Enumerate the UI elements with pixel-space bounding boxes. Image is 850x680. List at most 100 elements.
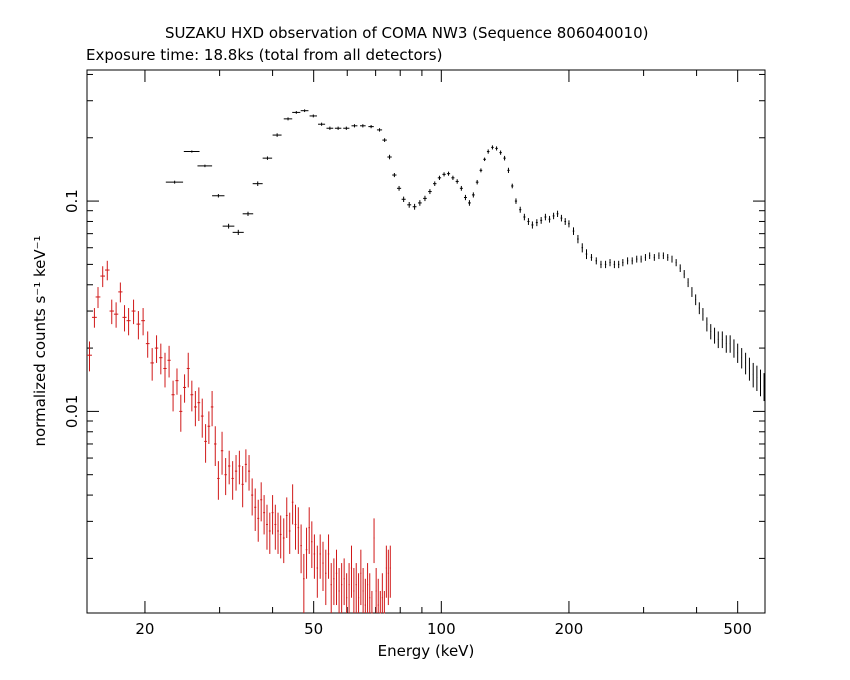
data-point xyxy=(251,478,254,516)
data-point xyxy=(600,260,602,269)
axis-ticks xyxy=(87,70,765,613)
data-point xyxy=(197,164,213,168)
data-point xyxy=(604,260,607,269)
data-point xyxy=(346,573,348,613)
y-tick-label: 0.1 xyxy=(63,189,81,213)
data-point xyxy=(305,527,308,579)
data-point xyxy=(186,352,190,388)
data-point xyxy=(109,299,114,325)
series-1 xyxy=(87,260,391,614)
data-point xyxy=(675,259,677,267)
data-point xyxy=(183,150,200,153)
data-point xyxy=(292,111,301,114)
data-point xyxy=(631,257,633,265)
x-tick-label: 200 xyxy=(555,620,584,638)
series-0 xyxy=(165,109,765,402)
data-point xyxy=(368,125,374,129)
data-point xyxy=(613,260,616,269)
data-point xyxy=(679,264,681,273)
data-point xyxy=(401,196,406,202)
data-point xyxy=(507,167,510,173)
data-point xyxy=(552,212,555,220)
data-point xyxy=(362,568,364,613)
data-point xyxy=(150,348,154,381)
data-point xyxy=(483,157,486,162)
data-point xyxy=(717,331,719,349)
data-point xyxy=(706,317,708,332)
data-point xyxy=(283,117,293,121)
data-point xyxy=(113,302,119,328)
data-point xyxy=(383,590,385,614)
data-point xyxy=(437,175,442,180)
data-point xyxy=(752,362,754,388)
data-point xyxy=(385,545,387,598)
data-point xyxy=(468,200,471,206)
data-point xyxy=(232,229,244,235)
data-point xyxy=(499,150,502,155)
data-point xyxy=(377,578,379,613)
data-point xyxy=(297,507,300,554)
data-point xyxy=(714,327,716,344)
data-point xyxy=(519,206,522,213)
x-tick-label: 500 xyxy=(723,620,752,638)
data-point xyxy=(658,252,660,260)
data-point xyxy=(725,335,727,353)
data-point xyxy=(618,260,620,269)
data-point xyxy=(535,219,538,227)
data-point xyxy=(95,287,101,309)
data-point xyxy=(653,254,655,261)
data-point xyxy=(350,545,353,598)
chart-subtitle: Exposure time: 18.8ks (total from all de… xyxy=(86,46,442,64)
data-point xyxy=(671,255,673,263)
data-point xyxy=(268,512,271,554)
data-point xyxy=(351,124,358,128)
data-point xyxy=(626,257,629,265)
data-point xyxy=(560,214,563,222)
data-point xyxy=(222,223,235,229)
data-point xyxy=(224,458,227,496)
data-point xyxy=(282,518,285,564)
data-point xyxy=(396,185,402,191)
data-point xyxy=(318,122,326,126)
data-point xyxy=(702,308,704,321)
data-point xyxy=(527,218,530,225)
data-point xyxy=(175,368,179,395)
data-point xyxy=(577,234,579,244)
data-point xyxy=(126,308,131,336)
data-point xyxy=(733,339,735,358)
data-point xyxy=(544,213,547,221)
data-point xyxy=(118,282,123,303)
data-point xyxy=(695,294,697,306)
data-point xyxy=(514,198,518,204)
data-point xyxy=(649,252,651,260)
data-point xyxy=(433,181,437,186)
data-point xyxy=(271,495,274,535)
data-point xyxy=(369,573,371,613)
data-point xyxy=(277,512,279,554)
data-point xyxy=(228,450,231,485)
x-tick-label: 100 xyxy=(427,620,456,638)
data-point xyxy=(531,221,534,229)
data-point xyxy=(341,563,343,613)
data-point xyxy=(325,549,327,606)
data-point xyxy=(257,499,260,542)
data-point xyxy=(407,201,412,208)
data-point xyxy=(300,109,309,113)
data-point xyxy=(417,200,422,206)
data-point xyxy=(590,254,593,261)
data-point xyxy=(330,563,332,613)
x-tick-label: 20 xyxy=(135,620,154,638)
data-point xyxy=(748,357,750,381)
data-point xyxy=(154,335,159,363)
data-point xyxy=(662,252,664,260)
data-point xyxy=(220,431,224,475)
axis-tick-labels: 20 50 100 200 500 0.1 0.01 xyxy=(63,189,752,638)
data-point xyxy=(145,331,150,358)
data-point xyxy=(303,553,305,613)
data-point xyxy=(371,590,373,614)
data-point xyxy=(322,541,324,591)
data-point xyxy=(486,149,490,154)
data-point xyxy=(343,558,345,606)
data-point xyxy=(207,411,211,444)
y-tick-label: 0.01 xyxy=(63,395,81,428)
